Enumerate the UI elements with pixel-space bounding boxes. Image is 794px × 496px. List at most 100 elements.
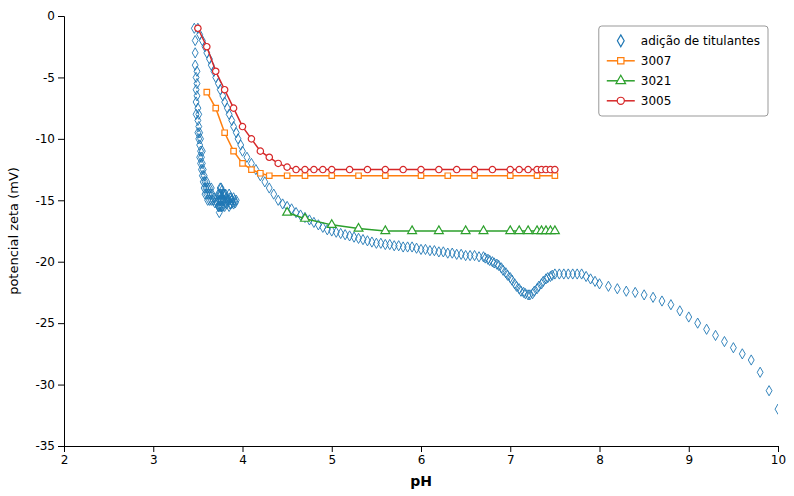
data-point (222, 97, 228, 107)
x-tick-label: 3 (150, 453, 158, 467)
data-point (623, 286, 629, 296)
data-point (418, 173, 423, 178)
data-point (320, 166, 326, 172)
y-tick-label: -15 (35, 194, 55, 208)
data-point (346, 166, 352, 172)
data-point (400, 166, 406, 172)
series (204, 89, 558, 178)
y-tick-label: -30 (35, 378, 55, 392)
y-tick-mark (58, 200, 64, 201)
y-tick-label: -20 (35, 255, 55, 269)
legend-label: 3007 (641, 54, 672, 68)
data-point (614, 284, 620, 294)
x-tick-label: 9 (685, 453, 693, 467)
data-point (408, 226, 417, 234)
series (195, 25, 558, 173)
data-point (713, 330, 719, 340)
data-point (301, 214, 310, 222)
y-axis-title: potencial zeta (mV) (6, 167, 21, 295)
data-point (597, 279, 603, 289)
data-point (434, 226, 443, 234)
data-point (381, 226, 390, 234)
x-tick-label: 7 (507, 453, 515, 467)
data-point (283, 207, 292, 215)
data-point (405, 242, 411, 252)
data-point (461, 226, 470, 234)
data-point (515, 226, 524, 234)
data-point (239, 123, 245, 129)
data-point (249, 167, 254, 172)
data-point (418, 244, 424, 254)
data-point (293, 166, 299, 172)
data-point (231, 148, 236, 153)
data-point (454, 166, 460, 172)
legend: adição de titulantes300730213005 (599, 26, 768, 116)
data-point (632, 287, 638, 297)
data-point (471, 166, 477, 172)
data-point (650, 292, 656, 302)
series (191, 23, 778, 414)
x-tick-mark (778, 446, 779, 452)
data-point (552, 269, 558, 279)
data-point (489, 166, 495, 172)
y-tick: -20 (35, 255, 64, 269)
data-point (327, 220, 336, 228)
data-point (445, 248, 451, 258)
data-point (329, 173, 334, 178)
data-point (472, 173, 477, 178)
y-tick-label: -25 (35, 316, 55, 330)
data-point (704, 324, 710, 334)
data-point (467, 250, 473, 260)
legend-box (599, 26, 768, 116)
y-tick-mark (58, 385, 64, 386)
x-tick-label: 4 (239, 453, 247, 467)
data-point (204, 89, 209, 94)
y-tick: -10 (35, 132, 64, 146)
data-point (766, 386, 772, 396)
y-tick-mark (58, 16, 64, 17)
x-tick-mark (332, 446, 333, 452)
y-tick-mark (58, 323, 64, 324)
y-tick-label: -5 (43, 71, 55, 85)
x-axis: 2345678910 (61, 446, 786, 467)
series-line (198, 28, 555, 169)
data-point (266, 183, 272, 193)
y-tick: -15 (35, 194, 64, 208)
y-tick: -5 (43, 71, 64, 85)
data-point (231, 121, 237, 131)
data-point (605, 281, 611, 291)
data-point (198, 134, 204, 144)
data-point (302, 166, 308, 172)
data-point (240, 146, 246, 156)
data-point (248, 136, 254, 142)
data-point (436, 166, 442, 172)
data-point (418, 166, 424, 172)
y-tick-mark (58, 262, 64, 263)
data-point (329, 166, 335, 172)
data-point (463, 250, 469, 260)
data-point (257, 171, 263, 181)
data-point (194, 78, 200, 88)
data-point (302, 173, 307, 178)
data-point (383, 173, 388, 178)
y-tick-label: -35 (35, 439, 55, 453)
data-point (235, 134, 241, 144)
legend-item: 3021 (607, 74, 672, 88)
data-point (222, 130, 227, 135)
data-point (194, 91, 200, 101)
data-point (196, 109, 202, 119)
data-point (730, 343, 736, 353)
y-tick-mark (58, 77, 64, 78)
x-tick-label: 10 (771, 453, 786, 467)
data-point (476, 252, 482, 262)
y-tick: -30 (35, 378, 64, 392)
data-point (400, 242, 406, 252)
data-point (525, 166, 531, 172)
data-point (454, 249, 460, 259)
data-point (266, 154, 272, 160)
data-point (436, 247, 442, 257)
x-tick: 10 (771, 446, 786, 467)
x-tick: 5 (328, 446, 336, 467)
data-point (233, 195, 239, 205)
legend-symbol (618, 58, 624, 64)
